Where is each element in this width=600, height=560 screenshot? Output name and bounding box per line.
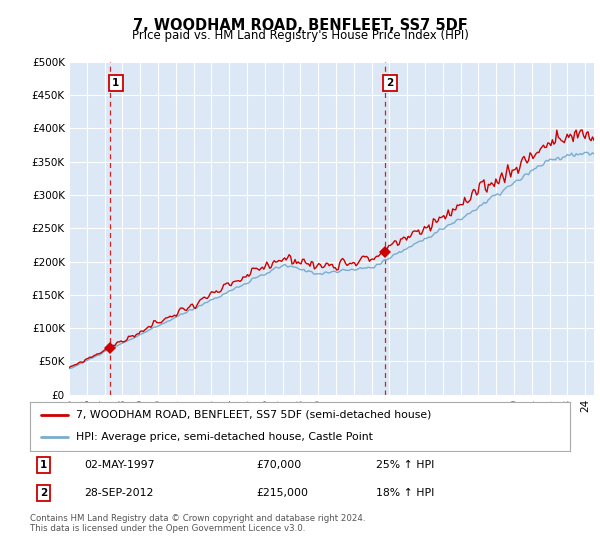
Text: 25% ↑ HPI: 25% ↑ HPI bbox=[376, 460, 434, 470]
Text: 1: 1 bbox=[40, 460, 47, 470]
Text: 18% ↑ HPI: 18% ↑ HPI bbox=[376, 488, 434, 498]
Text: £70,000: £70,000 bbox=[257, 460, 302, 470]
Text: 7, WOODHAM ROAD, BENFLEET, SS7 5DF (semi-detached house): 7, WOODHAM ROAD, BENFLEET, SS7 5DF (semi… bbox=[76, 410, 431, 420]
Text: 1: 1 bbox=[112, 78, 119, 88]
Text: 2: 2 bbox=[386, 78, 394, 88]
Text: 7, WOODHAM ROAD, BENFLEET, SS7 5DF: 7, WOODHAM ROAD, BENFLEET, SS7 5DF bbox=[133, 18, 467, 33]
Text: Contains HM Land Registry data © Crown copyright and database right 2024.
This d: Contains HM Land Registry data © Crown c… bbox=[30, 514, 365, 534]
Text: 28-SEP-2012: 28-SEP-2012 bbox=[84, 488, 154, 498]
Text: Price paid vs. HM Land Registry's House Price Index (HPI): Price paid vs. HM Land Registry's House … bbox=[131, 29, 469, 42]
Text: £215,000: £215,000 bbox=[257, 488, 309, 498]
Text: 02-MAY-1997: 02-MAY-1997 bbox=[84, 460, 155, 470]
Text: HPI: Average price, semi-detached house, Castle Point: HPI: Average price, semi-detached house,… bbox=[76, 432, 373, 442]
Text: 2: 2 bbox=[40, 488, 47, 498]
